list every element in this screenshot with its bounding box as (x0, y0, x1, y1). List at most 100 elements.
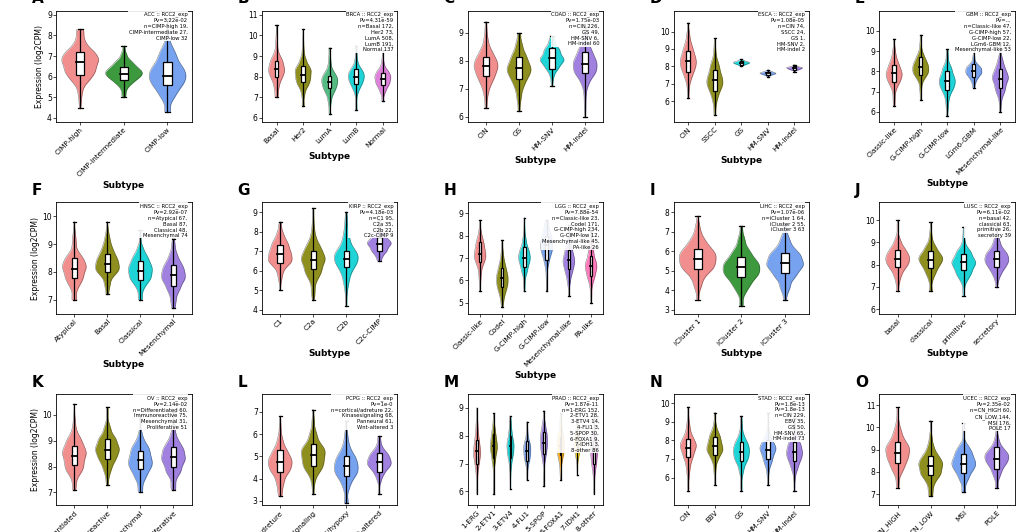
Bar (105, 254, 110, 272)
Bar (567, 250, 570, 269)
Y-axis label: Expression (log2CPM): Expression (log2CPM) (31, 408, 40, 491)
Bar (894, 250, 900, 267)
Bar (576, 434, 578, 451)
Bar (781, 253, 789, 273)
Text: K: K (32, 375, 44, 389)
Bar (138, 451, 143, 469)
X-axis label: Subtype: Subtype (309, 152, 351, 161)
Bar (119, 68, 127, 80)
Bar (71, 258, 76, 278)
Bar (170, 447, 176, 467)
Bar (381, 72, 384, 85)
Text: BRCA :: RCC2_exp
Pv=4.31e-59
n=Basal 172,
Her2 73,
LumA 508,
LumB 191,
Normal 13: BRCA :: RCC2_exp Pv=4.31e-59 n=Basal 172… (345, 12, 393, 52)
Text: F: F (32, 183, 42, 198)
Bar (478, 243, 481, 262)
Bar (483, 56, 488, 76)
X-axis label: Subtype: Subtype (309, 349, 351, 358)
Bar (310, 444, 316, 467)
Bar (971, 64, 974, 78)
X-axis label: Subtype: Subtype (103, 360, 145, 369)
X-axis label: Subtype: Subtype (925, 179, 967, 188)
Bar (765, 440, 769, 459)
Bar (739, 61, 743, 64)
Text: B: B (237, 0, 249, 6)
Text: LUSC :: RCC2_exp
Pv=6.11e-02
n=basal 42,
classical 63,
primitive 26,
secretory 3: LUSC :: RCC2_exp Pv=6.11e-02 n=basal 42,… (963, 203, 1010, 238)
Text: KIRP :: RCC2_exp
Pv=4.18e-03
n=C1 95,
C2a 35,
C2b 22,
C2c-CIMP 9: KIRP :: RCC2_exp Pv=4.18e-03 n=C1 95, C2… (348, 203, 393, 238)
Bar (927, 251, 932, 268)
Text: PCPG :: RCC2_exp
Pv=1e-0
n=cortical/adreture 22,
Kinasesignaling 68,
Panneural 6: PCPG :: RCC2_exp Pv=1e-0 n=cortical/adre… (331, 395, 393, 430)
Text: UCEC :: RCC2_exp
Pv=2.35e-02
n=CN_HIGH 60,
CN_LOW 144,
MSI 176,
POLE 17: UCEC :: RCC2_exp Pv=2.35e-02 n=CN_HIGH 6… (963, 395, 1010, 431)
Text: I: I (649, 183, 654, 198)
Bar (301, 66, 305, 82)
Bar (739, 442, 743, 461)
Bar (105, 439, 110, 459)
Bar (960, 254, 965, 270)
Bar (277, 245, 282, 263)
Text: PRAD :: RCC2_exp
Pv=1.87e-11
n=1-ERG 152,
2-ETV1 28,
3-ETV4 14,
4-FLI1 3,
5-SPOP: PRAD :: RCC2_exp Pv=1.87e-11 n=1-ERG 152… (551, 395, 598, 453)
Bar (686, 51, 689, 72)
X-axis label: Subtype: Subtype (514, 156, 556, 165)
Bar (355, 70, 358, 84)
Bar (523, 247, 525, 267)
Bar (589, 256, 592, 276)
Text: O: O (854, 375, 867, 389)
Bar (765, 72, 769, 75)
Text: L: L (237, 375, 247, 389)
Bar (693, 249, 701, 269)
Bar (327, 76, 331, 88)
Bar (163, 62, 171, 85)
Text: GBM :: RCC2_exp
Pv=...
n=Classic-like 47,
G-CIMP-high 57,
G-CIMP-low 22,
LGm6-GB: GBM :: RCC2_exp Pv=... n=Classic-like 47… (954, 12, 1010, 52)
Bar (170, 265, 176, 286)
Bar (277, 450, 282, 472)
Bar (737, 257, 745, 277)
Text: HNSC :: RCC2_exp
Pv=2.92e-07
n=Atypical 67,
Basal 87,
Classical 48,
Mesenchymal : HNSC :: RCC2_exp Pv=2.92e-07 n=Atypical … (140, 203, 187, 238)
Bar (918, 57, 921, 76)
Text: J: J (854, 183, 860, 198)
Text: LIHC :: RCC2_exp
Pv=1.07e-06
n=iCluster 1 64,
iCluster 2 55,
iCluster 3 63: LIHC :: RCC2_exp Pv=1.07e-06 n=iCluster … (759, 203, 804, 232)
Text: N: N (649, 375, 661, 389)
Bar (510, 436, 511, 458)
X-axis label: Subtype: Subtype (719, 156, 761, 165)
Text: C: C (443, 0, 454, 6)
Bar (960, 454, 965, 473)
Text: LGG :: RCC2_exp
Pv=7.88e-54
n=Classic-like 23,
Codel 171,
G-CIMP-high 234,
G-CIM: LGG :: RCC2_exp Pv=7.88e-54 n=Classic-li… (541, 203, 598, 250)
Bar (545, 236, 547, 260)
Bar (894, 442, 900, 463)
Text: COAD :: RCC2_exp
Pv=1.75e-03
n=CIN 226,
GS 49,
HM-SNV 6,
HM-indel 60: COAD :: RCC2_exp Pv=1.75e-03 n=CIN 226, … (550, 12, 598, 46)
Y-axis label: Expression (log2CPM): Expression (log2CPM) (36, 25, 44, 108)
Bar (994, 447, 999, 469)
Bar (559, 437, 560, 455)
Bar (998, 69, 1001, 88)
Bar (582, 53, 587, 73)
Bar (792, 442, 796, 461)
Bar (927, 456, 932, 475)
X-axis label: Subtype: Subtype (925, 349, 967, 358)
Bar (76, 52, 85, 74)
X-axis label: Subtype: Subtype (103, 180, 145, 189)
Bar (792, 66, 796, 70)
Bar (945, 71, 948, 90)
Bar (526, 442, 528, 461)
Bar (343, 456, 348, 477)
Bar (500, 268, 503, 287)
Bar (549, 48, 554, 69)
Bar (686, 438, 689, 457)
Bar (994, 251, 999, 267)
Bar (138, 261, 143, 280)
Bar (892, 65, 895, 81)
Text: STAD :: RCC2_exp
Pv=1.8e-13
Pv=1.8e-13
n=CIN 229,
EBV 35,
GS 50,
HM-SNV 65,
HM-i: STAD :: RCC2_exp Pv=1.8e-13 Pv=1.8e-13 n… (757, 395, 804, 442)
Bar (492, 434, 494, 458)
Text: G: G (237, 183, 250, 198)
Bar (516, 56, 521, 79)
Bar (343, 251, 348, 267)
X-axis label: Subtype: Subtype (514, 371, 556, 380)
Text: A: A (32, 0, 44, 6)
Text: D: D (649, 0, 661, 6)
Text: H: H (443, 183, 455, 198)
Bar (712, 437, 715, 455)
Bar (71, 446, 76, 465)
X-axis label: Subtype: Subtype (719, 350, 761, 359)
Text: ACC :: RCC2_exp
Pv=3.22e-02
n=CIMP-high 19,
CIMP-intermediate 27,
CIMP-low 32: ACC :: RCC2_exp Pv=3.22e-02 n=CIMP-high … (128, 12, 187, 40)
Bar (593, 440, 594, 463)
Bar (310, 251, 316, 269)
